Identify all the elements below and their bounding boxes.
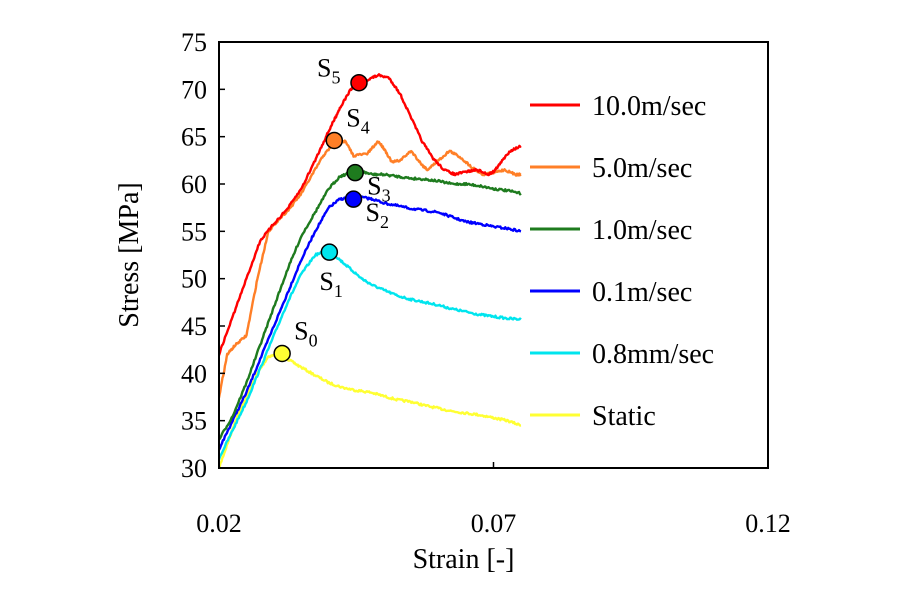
series-line-10.0m/sec xyxy=(219,73,522,356)
y-tick-label: 40 xyxy=(181,359,207,388)
marker-label-S0: S0 xyxy=(294,316,317,350)
legend-label: 1.0m/sec xyxy=(592,215,692,246)
marker-S4 xyxy=(325,131,344,150)
y-tick-label: 55 xyxy=(181,217,207,246)
y-tick-label: 30 xyxy=(181,454,207,483)
series-layer xyxy=(219,73,522,468)
x-tick-label: 0.07 xyxy=(471,509,517,538)
legend-label: 0.1m/sec xyxy=(592,277,692,308)
y-tick-label: 60 xyxy=(181,170,207,199)
legend-label: 10.0m/sec xyxy=(592,91,706,122)
marker-label-S3: S3 xyxy=(367,172,390,206)
marker-S1 xyxy=(320,243,339,261)
marker-label-S5: S5 xyxy=(317,54,340,88)
legend-label: 5.0m/sec xyxy=(592,153,692,184)
series-line-0.8mm/sec xyxy=(219,248,522,460)
marker-label-S2: S2 xyxy=(366,198,389,232)
marker-S3 xyxy=(346,163,364,182)
y-tick-label: 65 xyxy=(181,123,207,152)
x-axis: 0.02 0.07 0.12 xyxy=(196,462,791,538)
y-axis-title: Stress [MPa] xyxy=(114,182,145,327)
y-tick-label: 35 xyxy=(181,407,207,436)
series-line-1.0m/sec xyxy=(219,169,522,441)
legend-label: 0.8mm/sec xyxy=(592,339,714,370)
marker-S5 xyxy=(350,73,368,92)
y-axis: 30 35 40 45 50 55 60 65 70 75 xyxy=(181,28,225,483)
marker-S2 xyxy=(344,190,363,208)
y-tick-label: 70 xyxy=(181,75,207,104)
x-tick-label: 0.02 xyxy=(196,509,242,538)
marker-label-S1: S1 xyxy=(319,267,342,301)
series-line-Static xyxy=(219,352,522,468)
x-tick-label: 0.12 xyxy=(745,509,791,538)
y-tick-label: 75 xyxy=(181,28,207,57)
legend-label: Static xyxy=(592,401,656,432)
y-tick-label: 45 xyxy=(181,312,207,341)
series-line-5.0m/sec xyxy=(219,139,522,398)
marker-S0 xyxy=(273,344,291,363)
legend: 10.0m/sec 5.0m/sec 1.0m/sec 0.1m/sec 0.8mm/s… xyxy=(530,91,714,432)
series-line-0.1m/sec xyxy=(219,194,522,451)
y-tick-label: 50 xyxy=(181,265,207,294)
marker-label-S4: S4 xyxy=(346,103,369,137)
x-axis-title: Strain [-] xyxy=(413,544,515,575)
